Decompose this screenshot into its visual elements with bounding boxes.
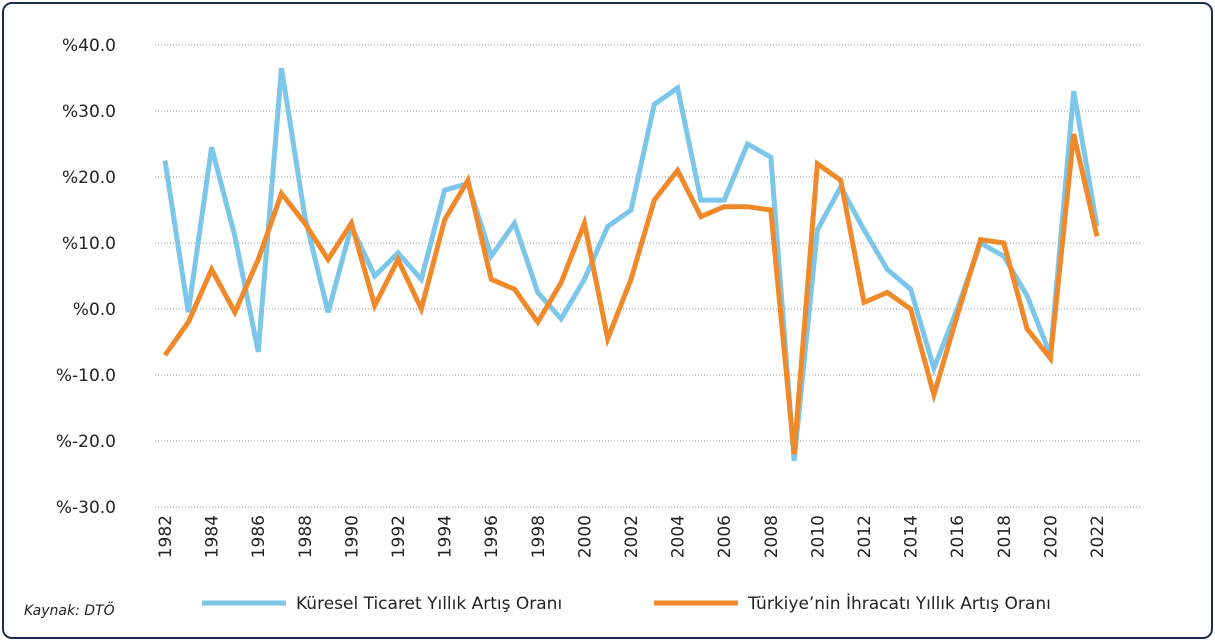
series-line [162,133,1100,455]
x-tick-label: 1988 [296,515,316,558]
y-tick-label: %0.0 [73,300,116,320]
y-tick-label: %10.0 [62,234,116,254]
x-tick-label: 1986 [249,515,269,558]
y-tick-label: %40.0 [62,36,116,56]
y-tick-label: %-30.0 [56,498,116,518]
y-tick-label: %30.0 [62,102,116,122]
legend-label: Türkiye’nin İhracatı Yıllık Artış Oranı [747,593,1051,614]
x-tick-label: 2018 [995,515,1015,558]
x-tick-label: 2000 [575,515,595,558]
x-tick-label: 1992 [389,515,409,558]
x-tick-label: 2020 [1041,515,1061,558]
y-tick-label: %-20.0 [56,432,116,452]
x-tick-label: 1984 [203,515,223,558]
x-tick-label: 2014 [902,515,922,558]
x-tick-label: 2006 [715,515,735,558]
x-tick-label: 2002 [622,515,642,558]
x-tick-label: 1998 [529,515,549,558]
x-tick-label: 1982 [156,515,176,558]
y-tick-label: %20.0 [62,168,116,188]
x-tick-label: 2016 [948,515,968,558]
source: Kaynak: DTÖ [24,601,115,619]
chart: Kaynak: DTÖ %-30.0 %-20.0 %-10.0 %0.0 %10.0%… [24,36,1140,619]
x-tick-label: 1996 [482,515,502,558]
x-tick-label: 2010 [808,515,828,558]
y-tick-label: %-10.0 [56,366,116,386]
x-tick-label: 2022 [1088,515,1108,558]
legend-label: Küresel Ticaret Yıllık Artış Oranı [296,594,562,614]
x-tick-label: 1994 [436,515,456,558]
x-tick-label: 1990 [342,515,362,558]
x-tick-label: 2012 [855,515,875,558]
series-line [162,67,1100,462]
x-tick-label: 2004 [669,515,689,558]
x-tick-label: 2008 [762,515,782,558]
